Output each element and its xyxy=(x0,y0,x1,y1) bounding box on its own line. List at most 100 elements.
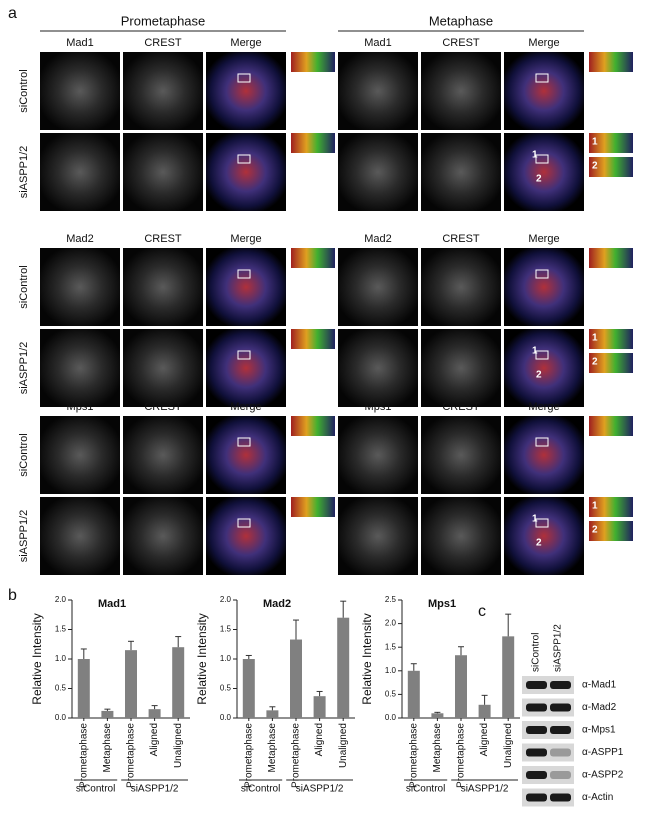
roi-number: 2 xyxy=(536,174,542,185)
stage-title: Prometaphase xyxy=(121,13,206,28)
micrograph xyxy=(338,52,418,130)
blot-band xyxy=(526,726,547,734)
y-tick-label: 1.0 xyxy=(385,666,397,675)
blot-band xyxy=(550,793,571,802)
inset xyxy=(291,497,335,517)
micrograph xyxy=(123,133,203,211)
x-tick-label: Unaligned xyxy=(173,723,184,768)
blot-band xyxy=(550,771,571,779)
micrograph xyxy=(40,329,120,407)
roi-box xyxy=(237,73,251,83)
x-tick-label: Aligned xyxy=(479,723,490,756)
band-label: α-ASPP1 xyxy=(582,747,624,758)
bar xyxy=(431,713,444,718)
roi-box xyxy=(237,437,251,447)
channel-label: Merge xyxy=(230,37,261,49)
roi-number: 1 xyxy=(532,150,538,161)
bar xyxy=(242,659,255,718)
roi-box xyxy=(535,269,549,279)
condition-label: siControl xyxy=(18,433,30,476)
x-tick-label: Prometaphase xyxy=(243,723,254,788)
y-tick-label: 2.0 xyxy=(220,595,232,604)
inset xyxy=(589,329,633,349)
channel-label: CREST xyxy=(144,401,182,413)
micrograph xyxy=(40,133,120,211)
band-label: α-Actin xyxy=(582,792,613,803)
y-tick-label: 2.5 xyxy=(385,595,397,604)
x-tick-label: Unaligned xyxy=(503,723,514,768)
y-tick-label: 0.0 xyxy=(55,713,67,722)
blot-strip xyxy=(522,721,574,739)
bar xyxy=(125,650,137,718)
micrograph xyxy=(504,416,584,494)
band-label: α-ASPP2 xyxy=(582,770,624,781)
blot-band xyxy=(550,681,571,689)
bar xyxy=(290,639,302,718)
channel-label: Mad1 xyxy=(66,37,94,49)
group-label: siControl xyxy=(406,784,445,795)
x-tick-label: Metaphase xyxy=(102,723,113,773)
y-tick-label: 0.5 xyxy=(385,690,397,699)
blot-strip xyxy=(522,743,574,762)
channel-label: Merge xyxy=(528,37,559,49)
inset xyxy=(589,497,633,517)
y-tick-label: 0.0 xyxy=(385,713,397,722)
micrograph xyxy=(504,248,584,326)
group-label: siASPP1/2 xyxy=(461,784,509,795)
micrograph xyxy=(338,133,418,211)
micrograph xyxy=(40,248,120,326)
blot-band xyxy=(526,703,547,712)
inset xyxy=(589,416,633,436)
channel-label: Mad1 xyxy=(364,37,392,49)
blot-band xyxy=(526,748,547,757)
micrograph xyxy=(123,52,203,130)
micrograph xyxy=(421,133,501,211)
micrograph xyxy=(338,497,418,575)
lane-label: siControl xyxy=(531,633,542,672)
micrograph xyxy=(338,329,418,407)
y-axis-label: Relative Intensity xyxy=(30,613,44,704)
inset xyxy=(291,133,335,153)
blot-band xyxy=(550,748,571,757)
inset xyxy=(589,157,633,177)
bar xyxy=(455,655,467,718)
micrograph xyxy=(206,133,286,211)
roi-box xyxy=(535,73,549,83)
inset xyxy=(589,248,633,268)
micrograph xyxy=(504,497,584,575)
panel-label: a xyxy=(8,5,17,22)
x-tick-label: Aligned xyxy=(149,723,160,756)
chart-title: Mad1 xyxy=(98,598,126,610)
inset xyxy=(291,52,335,72)
band-label: α-Mad2 xyxy=(582,702,617,713)
y-tick-label: 1.5 xyxy=(55,625,67,634)
roi-box xyxy=(237,269,251,279)
condition-label: siASPP1/2 xyxy=(18,146,30,199)
roi-box xyxy=(237,350,251,360)
channel-label: Merge xyxy=(528,401,559,413)
inset-number: 2 xyxy=(592,357,598,368)
x-tick-label: Prometaphase xyxy=(126,723,137,788)
roi-number: 2 xyxy=(536,370,542,381)
channel-label: CREST xyxy=(144,233,182,245)
bar xyxy=(266,710,279,718)
micrograph xyxy=(206,497,286,575)
x-tick-label: Unaligned xyxy=(338,723,349,768)
inset xyxy=(291,329,335,349)
roi-box xyxy=(535,154,549,164)
bar xyxy=(148,709,161,718)
y-axis-label: Relative Intensitv xyxy=(360,613,374,704)
micrograph xyxy=(206,52,286,130)
chart-title: Mad2 xyxy=(263,598,291,610)
micrograph xyxy=(421,248,501,326)
micrograph xyxy=(40,416,120,494)
roi-number: 1 xyxy=(532,514,538,525)
condition-label: siControl xyxy=(18,69,30,112)
micrograph xyxy=(421,416,501,494)
lane-label: siASPP1/2 xyxy=(553,624,564,672)
x-tick-label: Prometaphase xyxy=(78,723,89,788)
micrograph xyxy=(338,416,418,494)
y-tick-label: 1.0 xyxy=(220,654,232,663)
x-tick-label: Aligned xyxy=(314,723,325,756)
